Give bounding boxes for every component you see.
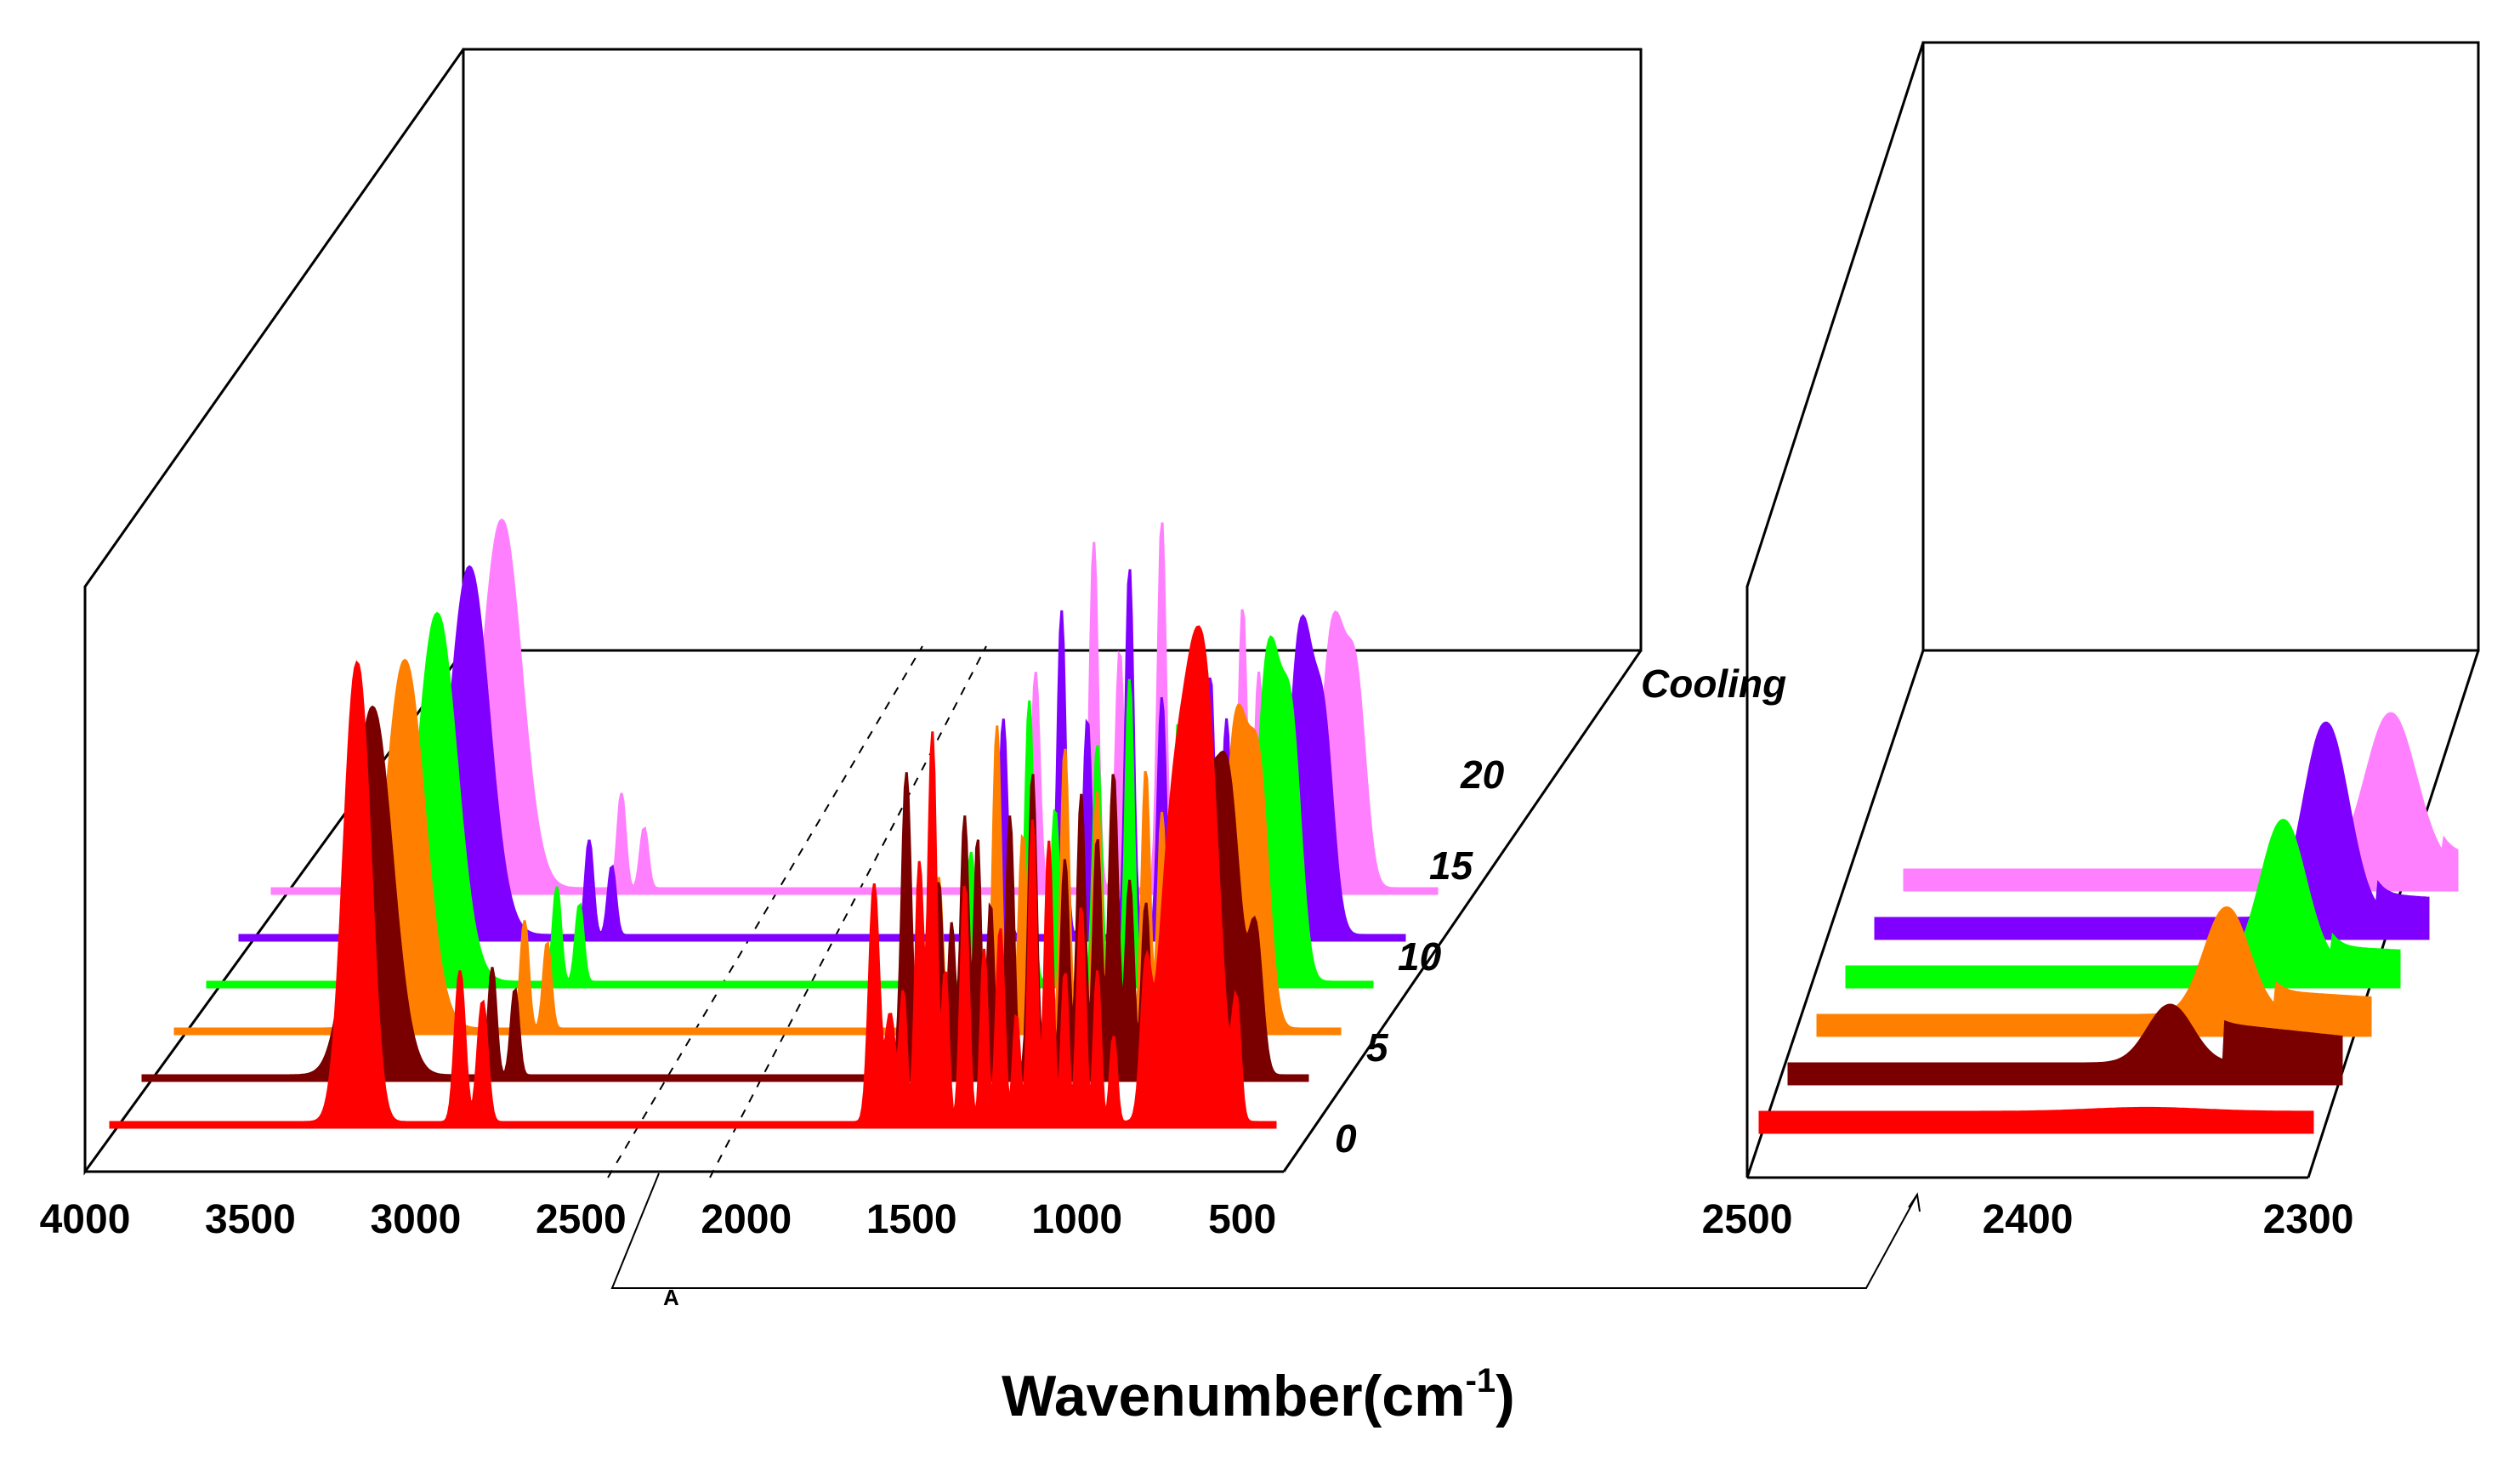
right-spectrum-0 <box>1758 1106 2314 1134</box>
left-x-tick-label: 4000 <box>40 1197 131 1242</box>
zoom-connector <box>610 1172 1918 1289</box>
x-axis-title-main: Wavenumber(cm <box>1002 1364 1465 1428</box>
left-back-wall <box>462 48 1643 652</box>
left-x-tick-label: 3500 <box>205 1197 296 1242</box>
right-spectrum-10 <box>1816 905 2372 1037</box>
right-x-tick-label: 2400 <box>1983 1197 2074 1242</box>
series-labels: 0 5 10 15 20 Cooling <box>1335 661 1786 1161</box>
series-label-cooling: Cooling <box>1641 661 1786 706</box>
right-spectrum-20 <box>1874 721 2430 940</box>
left-x-tick-label: 3000 <box>370 1197 461 1242</box>
left-x-tick-label: 2500 <box>536 1197 627 1242</box>
marker-letter: A <box>663 1285 679 1310</box>
left-x-ticks: 4000 3500 3000 2500 2000 1500 1000 500 <box>40 1197 1277 1242</box>
left-panel-frame <box>83 48 1921 1289</box>
left-spectrum-0 <box>109 625 1277 1129</box>
right-x-tick-label: 2500 <box>1702 1197 1793 1242</box>
series-label-5: 5 <box>1366 1025 1389 1070</box>
series-label-15: 15 <box>1429 843 1474 888</box>
series-label-10: 10 <box>1398 934 1442 979</box>
left-series-layer <box>109 518 1439 1129</box>
right-x-tick-label: 2300 <box>2263 1197 2354 1242</box>
x-axis-title-sup: -1 <box>1466 1362 1496 1399</box>
break-dash-1 <box>607 645 923 1178</box>
right-side-wall <box>1745 42 1925 1178</box>
zoom-connector-arrow <box>1908 1192 1921 1212</box>
break-dash-2 <box>709 645 987 1178</box>
right-spectrum-15 <box>1845 818 2401 989</box>
left-x-tick-label: 2000 <box>701 1197 792 1242</box>
left-x-tick-label: 500 <box>1208 1197 1276 1242</box>
series-label-20: 20 <box>1460 752 1505 797</box>
left-floor-right <box>1282 650 1643 1172</box>
left-side-wall <box>83 48 465 1176</box>
x-axis-title: Wavenumber(cm-1) <box>1002 1362 1515 1428</box>
right-spectrum-cooling <box>1903 712 2459 892</box>
right-spectrum-5 <box>1787 1003 2343 1086</box>
x-axis-title-close: ) <box>1496 1364 1515 1428</box>
series-label-0: 0 <box>1335 1116 1357 1161</box>
right-series-layer <box>1758 712 2459 1134</box>
right-x-ticks: 2500 2400 2300 <box>1702 1197 2354 1242</box>
left-x-tick-label: 1000 <box>1031 1197 1122 1242</box>
right-back-wall <box>1921 41 2480 652</box>
left-x-tick-label: 1500 <box>866 1197 957 1242</box>
